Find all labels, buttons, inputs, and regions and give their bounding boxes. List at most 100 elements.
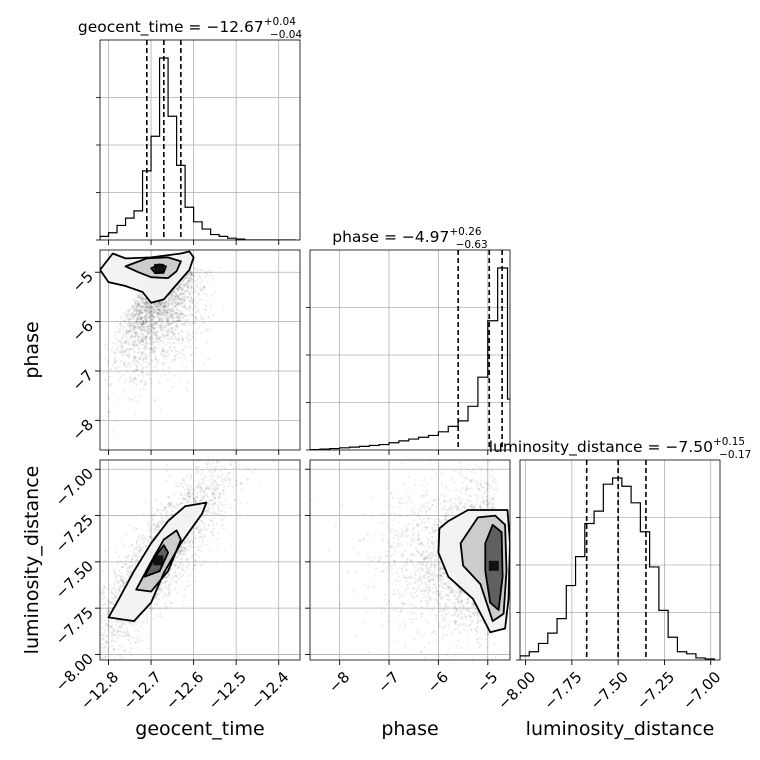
scatter-point (134, 313, 137, 316)
scatter-point (159, 612, 162, 615)
scatter-point (200, 532, 203, 535)
scatter-point (161, 346, 164, 349)
scatter-point (158, 301, 161, 304)
scatter-point (142, 298, 145, 301)
scatter-point (153, 358, 156, 361)
scatter-point (186, 492, 189, 495)
scatter-point (133, 377, 137, 380)
scatter-point (155, 312, 158, 315)
scatter-point (144, 357, 147, 360)
scatter-point (205, 341, 208, 344)
scatter-point (137, 301, 140, 305)
scatter-point (194, 305, 197, 308)
scatter-point (209, 453, 211, 455)
scatter-point (186, 283, 190, 286)
scatter-point (97, 538, 99, 540)
scatter-point (171, 298, 174, 301)
scatter-point (216, 483, 219, 486)
scatter-point (195, 553, 198, 557)
scatter-point (133, 344, 136, 347)
scatter-point (98, 631, 100, 633)
scatter-point (163, 311, 166, 314)
scatter-point (143, 321, 146, 324)
scatter-point (140, 316, 143, 319)
scatter-point (161, 580, 164, 584)
scatter-point (151, 317, 155, 320)
scatter-point (162, 336, 165, 339)
scatter-point (161, 314, 164, 317)
scatter-point (184, 324, 187, 327)
scatter-point (180, 565, 184, 568)
scatter-point (145, 300, 148, 303)
scatter-point (206, 358, 209, 361)
scatter-point (199, 269, 202, 272)
scatter-point (118, 574, 121, 577)
scatter-point (120, 317, 123, 320)
scatter-point (181, 338, 184, 341)
scatter-point (144, 336, 147, 339)
scatter-point (164, 302, 167, 306)
scatter-point (131, 552, 134, 555)
scatter-point (191, 281, 194, 284)
scatter-point (174, 328, 177, 331)
scatter-point (180, 546, 183, 549)
scatter-point (154, 322, 157, 325)
scatter-point (154, 346, 157, 349)
scatter-point (119, 360, 122, 363)
scatter-point (118, 340, 121, 343)
scatter-point (204, 292, 207, 295)
scatter-point (148, 315, 151, 318)
scatter-point (171, 300, 174, 303)
scatter-point (135, 527, 138, 530)
scatter-point (145, 314, 148, 318)
scatter-point (172, 308, 175, 311)
scatter-point (120, 657, 123, 660)
scatter-point (133, 562, 136, 565)
scatter-point (221, 509, 224, 513)
scatter-point (179, 562, 182, 565)
scatter-point (165, 315, 168, 318)
scatter-point (191, 274, 194, 277)
scatter-point (143, 301, 146, 304)
scatter-point (156, 523, 159, 526)
scatter-point (163, 593, 166, 596)
scatter-point (167, 572, 171, 575)
scatter-point (170, 504, 173, 508)
scatter-point (141, 351, 144, 354)
scatter-point (181, 296, 184, 299)
scatter-point (161, 321, 164, 324)
scatter-point (189, 306, 192, 310)
scatter-point (173, 563, 176, 566)
scatter-point (194, 315, 197, 318)
scatter-point (140, 298, 143, 301)
scatter-point (150, 326, 153, 329)
scatter-point (176, 309, 179, 312)
scatter-point (147, 304, 150, 307)
scatter-point (94, 611, 96, 613)
scatter-point (127, 575, 130, 579)
scatter-point (100, 643, 103, 646)
scatter-point (130, 647, 133, 650)
scatter-point (128, 324, 132, 327)
scatter-point (164, 300, 167, 303)
scatter-point (164, 582, 167, 586)
scatter-point (272, 460, 275, 463)
scatter-point (145, 342, 148, 345)
scatter-point (135, 310, 138, 313)
scatter-point (263, 413, 265, 415)
scatter-point (148, 308, 151, 311)
scatter-point (219, 524, 223, 527)
scatter-point (216, 548, 219, 551)
scatter-point (158, 320, 161, 323)
scatter-point (174, 320, 177, 323)
scatter-point (135, 303, 138, 307)
scatter-point (155, 334, 158, 337)
scatter-point (189, 300, 192, 303)
scatter-point (119, 585, 122, 588)
scatter-point (133, 356, 136, 359)
scatter-point (177, 289, 180, 292)
panels-layer (94, 39, 721, 665)
scatter-point (215, 562, 218, 565)
scatter-point (149, 311, 152, 314)
scatter-point (168, 505, 171, 508)
